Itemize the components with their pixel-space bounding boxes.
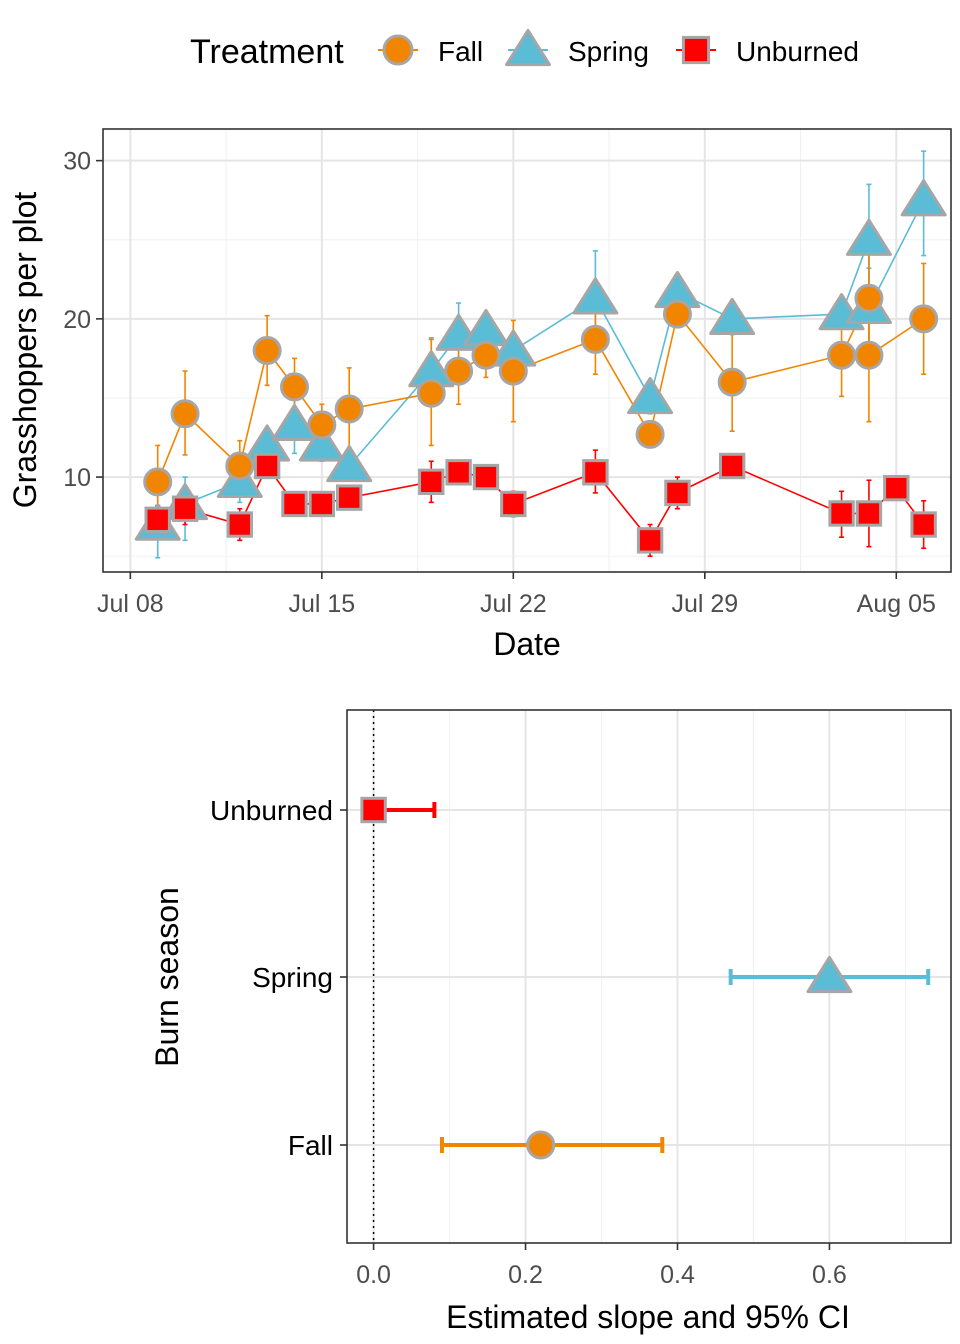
legend-key-fall: [382, 34, 414, 66]
time-series-point-spring: [627, 376, 674, 415]
time-series-point-fall: [471, 340, 501, 370]
slope-x-tick-label: 0.2: [508, 1261, 543, 1289]
time-series-point-fall: [827, 340, 857, 370]
time-series-x-tick-label: Jul 29: [671, 590, 738, 618]
slope-y-tick-label: Spring: [252, 962, 333, 993]
time-series-point-unburned: [335, 484, 363, 511]
time-series-point-unburned: [253, 452, 281, 480]
slope-y-axis-label: Burn season: [149, 887, 185, 1067]
legend-key-spring: [504, 28, 552, 67]
time-series-point-unburned: [472, 463, 500, 491]
time-series-point-unburned: [418, 468, 445, 496]
time-series-series: [134, 150, 947, 559]
time-series-point-unburned: [308, 490, 336, 518]
time-series-point-unburned: [582, 459, 609, 486]
slope-estimate-spring: [806, 955, 853, 994]
time-series-point-unburned: [855, 500, 883, 527]
time-series-point-fall: [307, 410, 337, 440]
time-series-point-fall: [416, 378, 446, 408]
time-series-point-fall: [334, 394, 364, 424]
time-series-point-spring: [900, 179, 947, 217]
time-series-point-spring: [572, 277, 619, 315]
time-series-point-unburned: [281, 490, 308, 518]
time-series-y-tick-label: 20: [63, 306, 91, 334]
time-series-point-unburned: [664, 479, 691, 507]
legend-label-fall: Fall: [438, 36, 483, 67]
time-series-point-fall: [635, 419, 665, 449]
time-series-point-unburned: [718, 452, 746, 480]
slope-x-tick-label: 0.6: [812, 1261, 847, 1289]
slope-x-axis-label: Estimated slope and 95% CI: [446, 1299, 850, 1335]
slope-x-tick-label: 0.4: [660, 1261, 695, 1289]
time-series-point-fall: [444, 356, 474, 386]
time-series-point-spring: [271, 403, 318, 442]
time-series-point-spring: [326, 444, 373, 483]
time-series-x-tick-label: Aug 05: [857, 590, 936, 618]
time-series-point-fall: [854, 283, 884, 313]
time-series-point-spring: [298, 424, 345, 462]
slope-y-tick-label: Unburned: [210, 795, 333, 826]
time-series-point-unburned: [883, 474, 910, 502]
slope-estimate-unburned: [360, 796, 387, 824]
time-series-point-unburned: [226, 511, 253, 538]
time-series-axes: 10 20 30 Jul 08 Jul 15 Jul 22 Jul 29 Aug 05: [63, 148, 936, 618]
time-series-point-unburned: [828, 500, 855, 527]
time-series-point-fall: [143, 467, 173, 497]
time-series-point-fall: [279, 372, 309, 402]
time-series-point-unburned: [910, 511, 937, 538]
time-series-panel: 10 20 30 Jul 08 Jul 15 Jul 22 Jul 29 Aug 05 Dat…: [7, 128, 952, 662]
slope-axes: 0.0 0.2 0.4 0.6 Unburned Spring Fall: [210, 795, 847, 1289]
time-series-x-tick-label: Jul 08: [97, 590, 164, 618]
time-series-point-fall: [854, 340, 884, 370]
legend-label-unburned: Unburned: [736, 36, 859, 67]
time-series-x-tick-label: Jul 22: [480, 590, 547, 618]
time-series-y-tick-label: 30: [63, 148, 91, 176]
time-series-point-spring: [845, 218, 892, 256]
time-series-x-axis-label: Date: [493, 626, 561, 662]
legend-entries: Fall Spring Unburned: [378, 28, 859, 67]
time-series-point-fall: [580, 324, 610, 354]
legend-label-spring: Spring: [568, 36, 649, 67]
slope-y-tick-label: Fall: [288, 1130, 333, 1161]
time-series-y-axis-label: Grasshoppers per plot: [7, 192, 43, 509]
time-series-point-fall: [498, 356, 528, 386]
time-series-y-tick-label: 10: [63, 464, 91, 492]
slope-x-tick-label: 0.0: [356, 1261, 391, 1289]
time-series-frame: [102, 128, 952, 573]
time-series-point-spring: [709, 297, 756, 336]
time-series-point-unburned: [636, 527, 664, 554]
slope-panel: 0.0 0.2 0.4 0.6 Unburned Spring Fall Estimated…: [149, 709, 952, 1335]
time-series-point-fall: [170, 399, 200, 429]
legend-key-unburned: [681, 35, 711, 65]
slope-marks: [360, 796, 931, 1160]
legend: Treatment Fall Spring Unburned: [190, 28, 859, 71]
legend-title: Treatment: [190, 33, 344, 71]
time-series-point-unburned: [171, 495, 199, 522]
time-series-point-fall: [909, 304, 939, 334]
time-series-point-fall: [252, 336, 282, 365]
time-series-point-fall: [225, 451, 255, 481]
time-series-point-unburned: [144, 506, 171, 533]
time-series-point-fall: [662, 299, 692, 329]
slope-estimate-fall: [526, 1130, 556, 1160]
time-series-point-unburned: [500, 490, 527, 518]
time-series-point-fall: [717, 367, 747, 397]
time-series-x-tick-label: Jul 15: [288, 590, 355, 618]
time-series-point-unburned: [445, 459, 472, 486]
